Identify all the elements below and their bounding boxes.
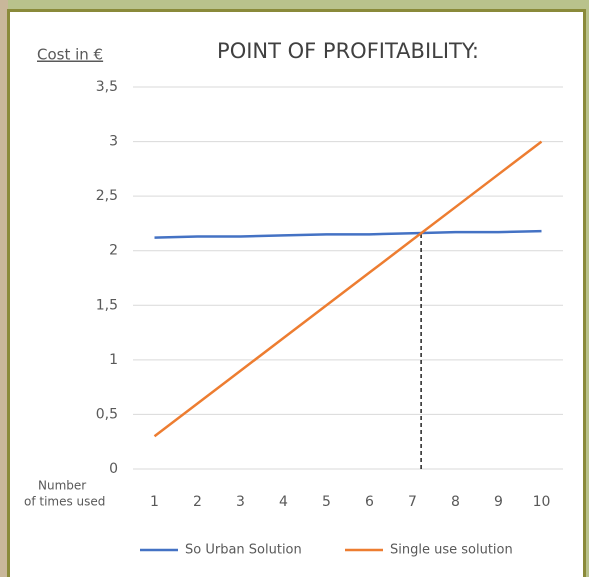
x-tick-label: 8: [451, 494, 460, 510]
x-tick-label: 5: [322, 494, 331, 510]
texture-edge: [0, 0, 8, 577]
x-axis-label: Number: [38, 479, 86, 493]
x-axis-label: of times used: [24, 495, 105, 509]
x-tick-label: 9: [494, 494, 503, 510]
y-tick-label: 1,5: [96, 297, 118, 313]
legend-label: So Urban Solution: [185, 543, 302, 558]
chart-title: POINT OF PROFITABILITY:: [217, 39, 479, 63]
y-tick-label: 3,5: [96, 79, 118, 95]
y-tick-label: 3: [109, 134, 118, 150]
y-tick-label: 2: [109, 243, 118, 259]
panel: [7, 9, 586, 581]
y-axis-label: Cost in €: [37, 46, 103, 64]
x-tick-label: 2: [193, 494, 202, 510]
y-tick-label: 0: [109, 461, 118, 477]
y-tick-label: 2,5: [96, 188, 118, 204]
x-tick-label: 1: [150, 494, 159, 510]
series-line: [154, 229, 542, 239]
y-tick-label: 0,5: [96, 406, 118, 422]
series-line: [153, 140, 543, 438]
x-tick-label: 6: [365, 494, 374, 510]
x-tick-label: 3: [236, 494, 245, 510]
legend-label: Single use solution: [390, 543, 513, 558]
x-tick-label: 10: [533, 494, 551, 510]
x-tick-label: 4: [279, 494, 288, 510]
x-tick-label: 7: [408, 494, 417, 510]
y-tick-label: 1: [109, 352, 118, 368]
